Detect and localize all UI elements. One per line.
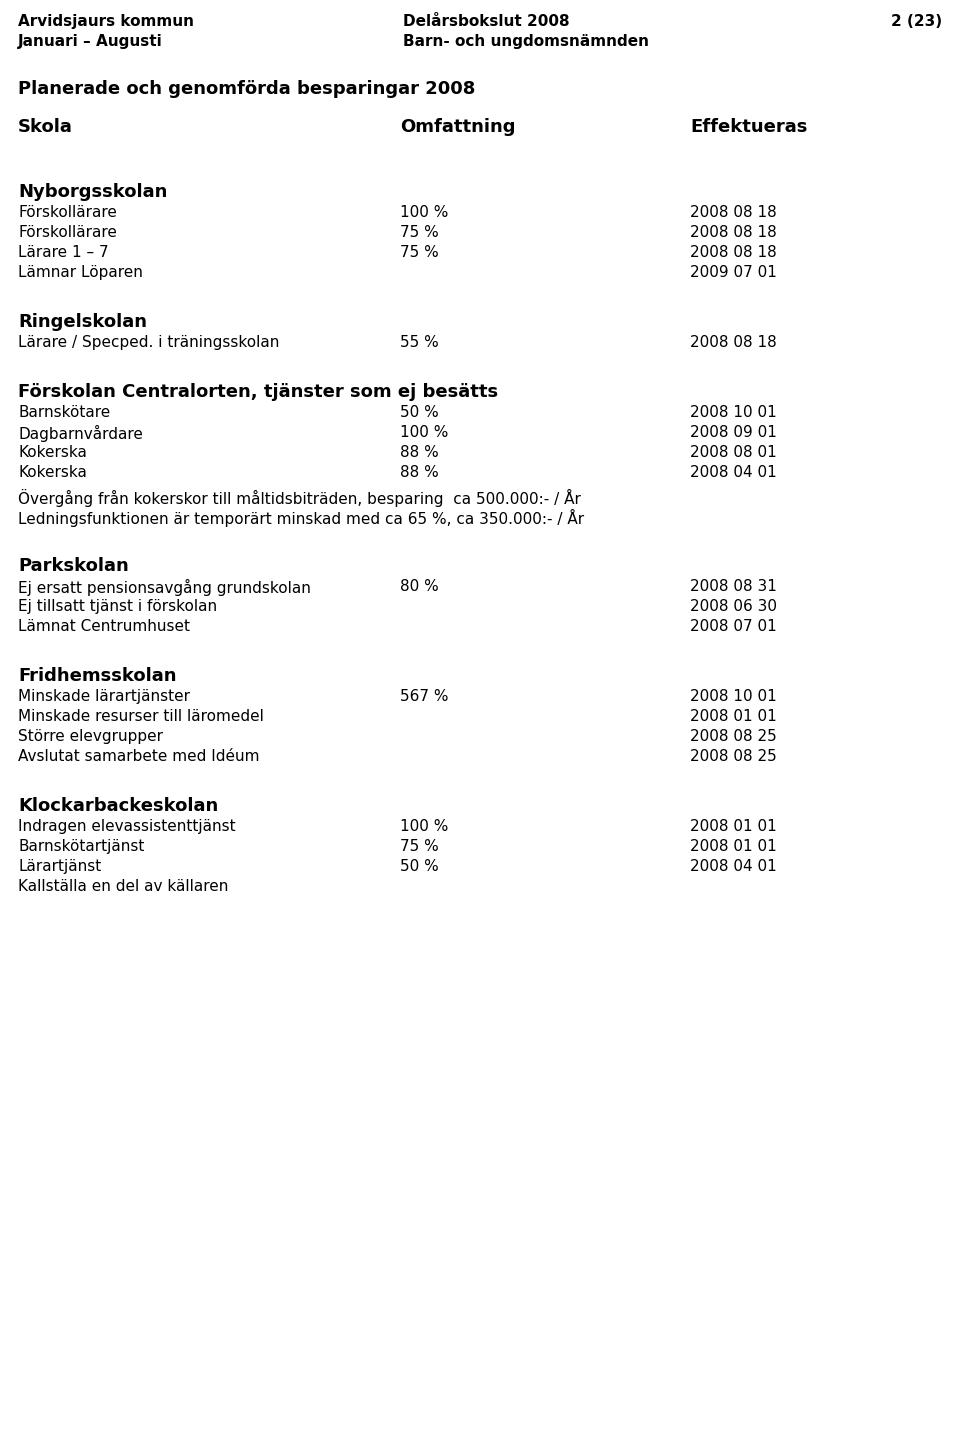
Text: 2008 06 30: 2008 06 30: [690, 600, 777, 614]
Text: Arvidsjaurs kommun: Arvidsjaurs kommun: [18, 14, 194, 29]
Text: 50 %: 50 %: [400, 406, 439, 420]
Text: 55 %: 55 %: [400, 335, 439, 349]
Text: Skola: Skola: [18, 118, 73, 137]
Text: Ej ersatt pensionsavgång grundskolan: Ej ersatt pensionsavgång grundskolan: [18, 580, 311, 595]
Text: 2008 04 01: 2008 04 01: [690, 858, 777, 874]
Text: 2008 08 18: 2008 08 18: [690, 335, 777, 349]
Text: 2008 08 18: 2008 08 18: [690, 244, 777, 260]
Text: 100 %: 100 %: [400, 820, 448, 834]
Text: Fridhemsskolan: Fridhemsskolan: [18, 667, 177, 684]
Text: 75 %: 75 %: [400, 244, 439, 260]
Text: 2008 01 01: 2008 01 01: [690, 838, 777, 854]
Text: 88 %: 88 %: [400, 464, 439, 480]
Text: 2 (23): 2 (23): [891, 14, 942, 29]
Text: 2008 08 25: 2008 08 25: [690, 729, 777, 743]
Text: Kokerska: Kokerska: [18, 444, 86, 460]
Text: Förskolan Centralorten, tjänster som ej besätts: Förskolan Centralorten, tjänster som ej …: [18, 383, 498, 401]
Text: Förskollärare: Förskollärare: [18, 206, 117, 220]
Text: Barnskötare: Barnskötare: [18, 406, 110, 420]
Text: 2008 01 01: 2008 01 01: [690, 820, 777, 834]
Text: Nyborgsskolan: Nyborgsskolan: [18, 183, 167, 201]
Text: 2008 08 25: 2008 08 25: [690, 749, 777, 764]
Text: Lärare / Specped. i träningsskolan: Lärare / Specped. i träningsskolan: [18, 335, 279, 349]
Text: Kallställa en del av källaren: Kallställa en del av källaren: [18, 879, 228, 894]
Text: 2008 08 31: 2008 08 31: [690, 580, 777, 594]
Text: Omfattning: Omfattning: [400, 118, 516, 137]
Text: 2008 08 01: 2008 08 01: [690, 444, 777, 460]
Text: 50 %: 50 %: [400, 858, 439, 874]
Text: Övergång från kokerskor till måltidsbiträden, besparing  ca 500.000:- / År: Övergång från kokerskor till måltidsbitr…: [18, 489, 581, 508]
Text: Lämnar Löparen: Lämnar Löparen: [18, 265, 143, 280]
Text: 88 %: 88 %: [400, 444, 439, 460]
Text: Större elevgrupper: Större elevgrupper: [18, 729, 163, 743]
Text: 75 %: 75 %: [400, 838, 439, 854]
Text: Delårsbokslut 2008: Delårsbokslut 2008: [403, 14, 570, 29]
Text: Lämnat Centrumhuset: Lämnat Centrumhuset: [18, 618, 190, 634]
Text: Dagbarnvårdare: Dagbarnvårdare: [18, 426, 143, 441]
Text: Ej tillsatt tjänst i förskolan: Ej tillsatt tjänst i förskolan: [18, 600, 217, 614]
Text: Lärare 1 – 7: Lärare 1 – 7: [18, 244, 108, 260]
Text: Planerade och genomförda besparingar 2008: Planerade och genomförda besparingar 200…: [18, 81, 475, 98]
Text: 2008 08 18: 2008 08 18: [690, 224, 777, 240]
Text: Minskade resurser till läromedel: Minskade resurser till läromedel: [18, 709, 264, 723]
Text: Ledningsfunktionen är temporärt minskad med ca 65 %, ca 350.000:- / År: Ledningsfunktionen är temporärt minskad …: [18, 509, 584, 526]
Text: 2008 07 01: 2008 07 01: [690, 618, 777, 634]
Text: 2008 10 01: 2008 10 01: [690, 406, 777, 420]
Text: 2008 10 01: 2008 10 01: [690, 689, 777, 705]
Text: Avslutat samarbete med Idéum: Avslutat samarbete med Idéum: [18, 749, 259, 764]
Text: Barnskötartjänst: Barnskötartjänst: [18, 838, 144, 854]
Text: 2008 08 18: 2008 08 18: [690, 206, 777, 220]
Text: 100 %: 100 %: [400, 206, 448, 220]
Text: 2008 01 01: 2008 01 01: [690, 709, 777, 723]
Text: Klockarbackeskolan: Klockarbackeskolan: [18, 797, 218, 815]
Text: Indragen elevassistenttjänst: Indragen elevassistenttjänst: [18, 820, 235, 834]
Text: 80 %: 80 %: [400, 580, 439, 594]
Text: 75 %: 75 %: [400, 224, 439, 240]
Text: Barn- och ungdomsnämnden: Barn- och ungdomsnämnden: [403, 35, 649, 49]
Text: Kokerska: Kokerska: [18, 464, 86, 480]
Text: 567 %: 567 %: [400, 689, 448, 705]
Text: 2008 04 01: 2008 04 01: [690, 464, 777, 480]
Text: Förskollärare: Förskollärare: [18, 224, 117, 240]
Text: Ringelskolan: Ringelskolan: [18, 313, 147, 331]
Text: Effektueras: Effektueras: [690, 118, 807, 137]
Text: Minskade lärartjänster: Minskade lärartjänster: [18, 689, 190, 705]
Text: Januari – Augusti: Januari – Augusti: [18, 35, 163, 49]
Text: 2009 07 01: 2009 07 01: [690, 265, 777, 280]
Text: 100 %: 100 %: [400, 426, 448, 440]
Text: 2008 09 01: 2008 09 01: [690, 426, 777, 440]
Text: Parkskolan: Parkskolan: [18, 557, 129, 575]
Text: Lärartjänst: Lärartjänst: [18, 858, 101, 874]
